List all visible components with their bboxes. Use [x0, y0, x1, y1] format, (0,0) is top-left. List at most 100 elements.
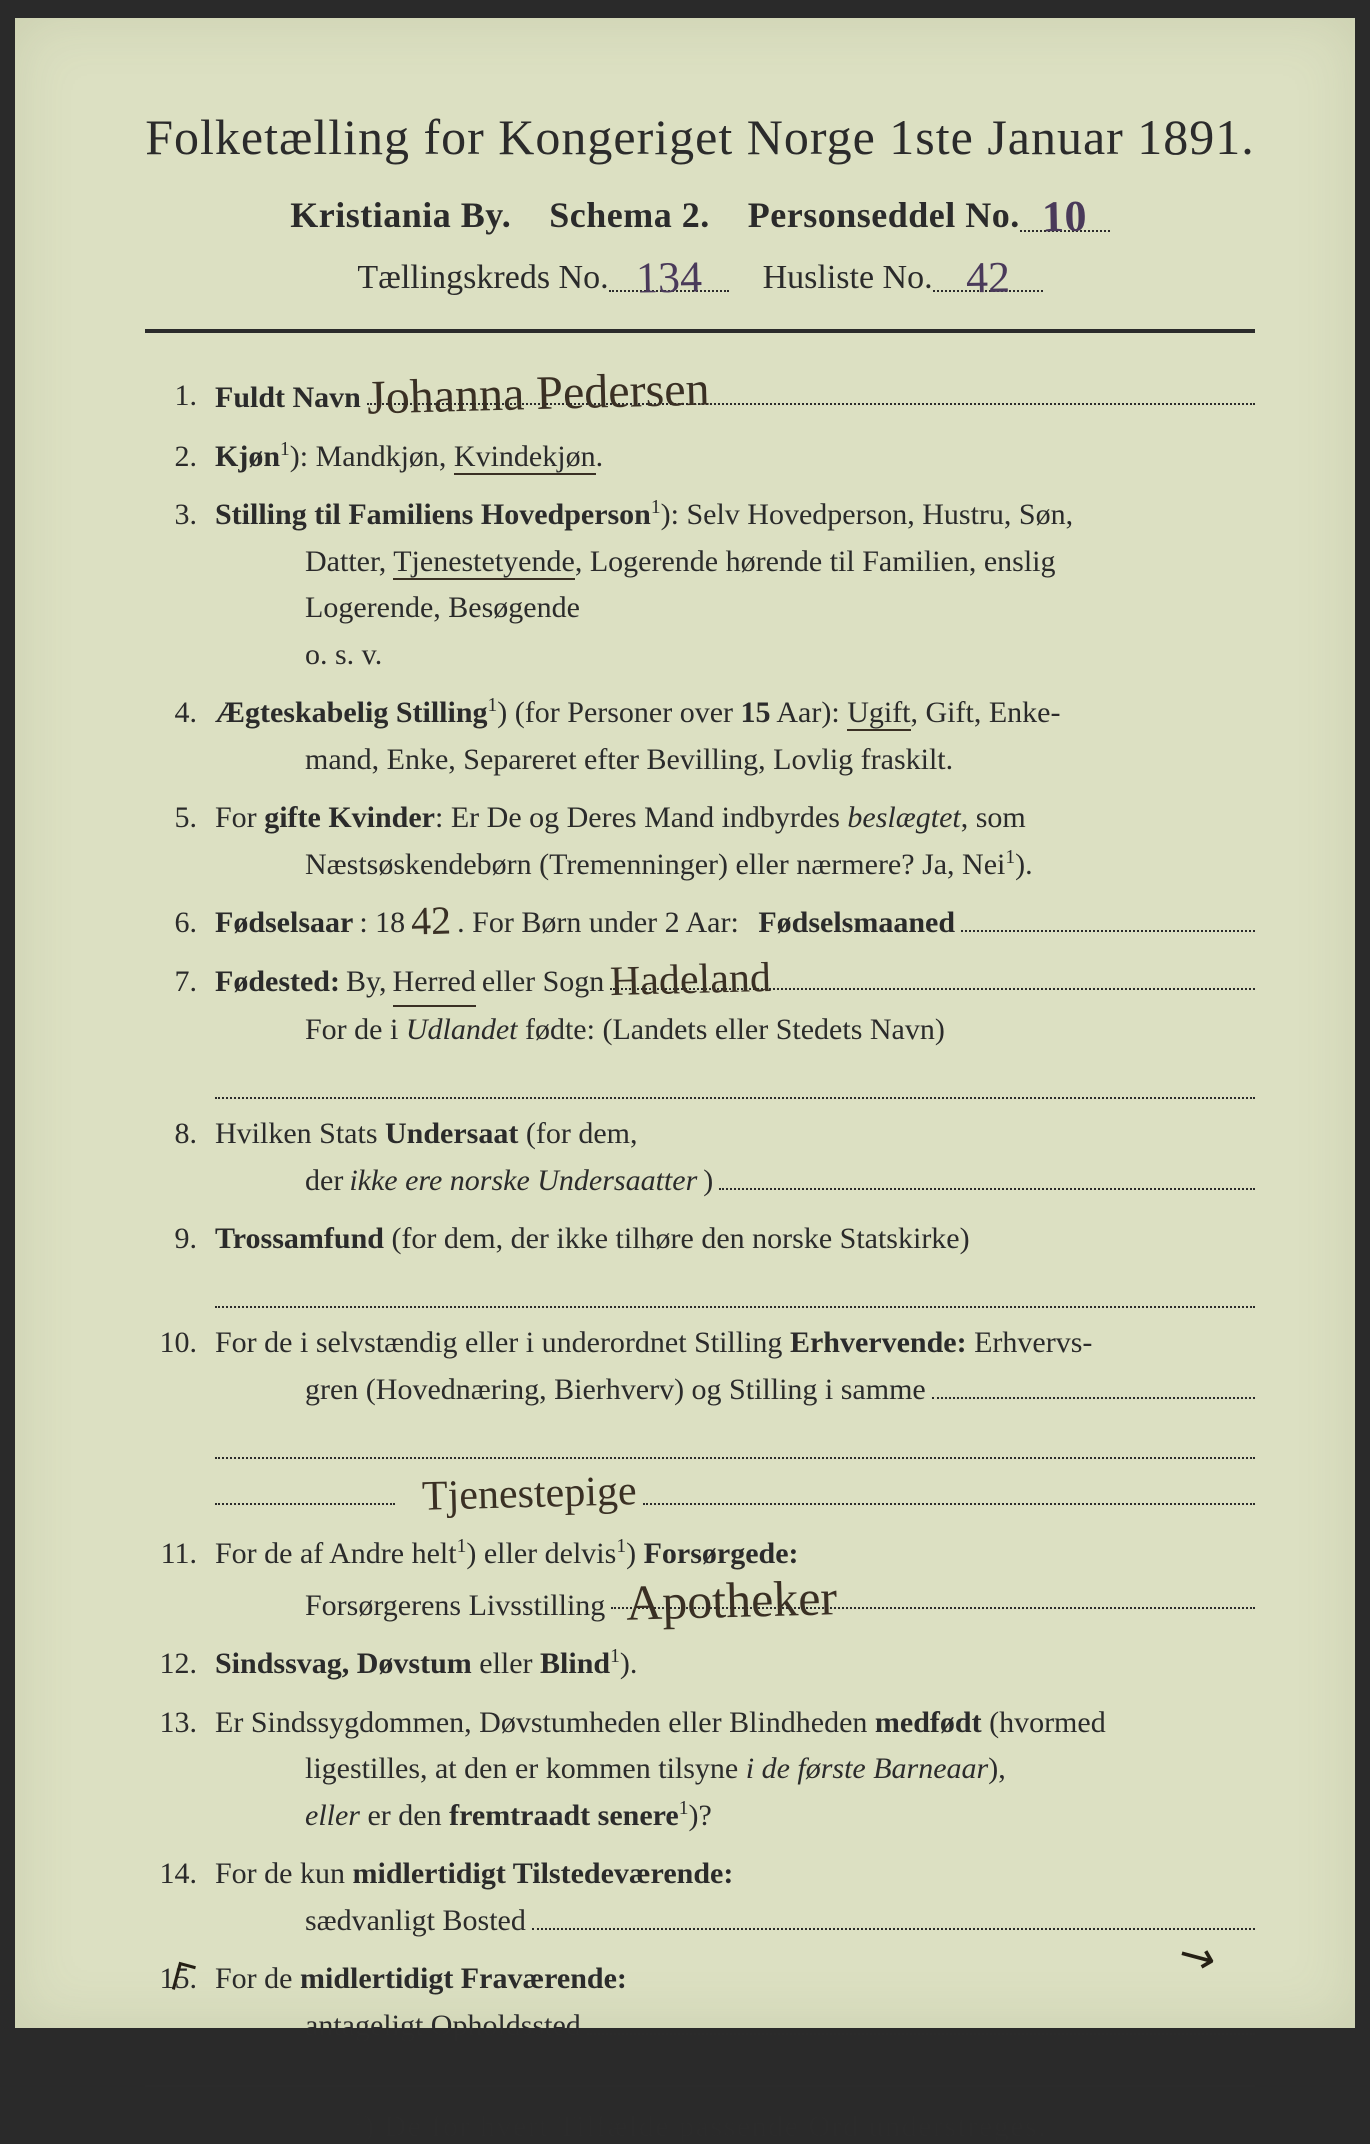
item-num: 3.	[155, 492, 215, 539]
item-1-label: Fuldt Navn	[215, 375, 361, 422]
personseddel-value: 10	[1042, 199, 1088, 235]
item-11: 11. For de af Andre helt1) eller delvis1…	[155, 1531, 1255, 1629]
item-10: 10. For de i selvstændig eller i underor…	[155, 1320, 1255, 1519]
t: mand, Enke, Separeret efter Bevilling, L…	[215, 737, 1255, 784]
t: der	[305, 1158, 343, 1205]
t: medfødt	[875, 1706, 982, 1739]
t: ): Selv Hovedperson, Hustru, Søn,	[661, 498, 1073, 531]
t: Er Sindssygdommen, Døvstumheden eller Bl…	[215, 1706, 875, 1739]
sup: 1	[616, 1536, 626, 1557]
item-10-value: Tjenestepige	[422, 1475, 637, 1514]
footnote: 1) De for hvert Tilfælde passende Ord un…	[145, 2109, 1255, 2144]
husliste-value: 42	[965, 260, 1010, 296]
t: ).	[1015, 848, 1033, 881]
form-subtitle-2: Tællingskreds No.134 Husliste No.42	[145, 256, 1255, 297]
t: For	[215, 801, 264, 834]
t: ) (for Personer over	[497, 696, 740, 729]
sup: 1	[1005, 847, 1015, 868]
item-2-selected: Kvindekjøn	[454, 440, 596, 475]
t: )?	[689, 1799, 712, 1832]
t: . For Børn under 2 Aar:	[457, 900, 739, 947]
t: eller	[472, 1647, 540, 1680]
item-7-field: Hadeland	[610, 959, 1255, 991]
sup: 1	[679, 1798, 689, 1819]
t: eller	[305, 1799, 360, 1832]
form-items: 1. Fuldt Navn Johanna Pedersen 2. Kjøn1)…	[145, 373, 1255, 2049]
census-form-page: Folketælling for Kongeriget Norge 1ste J…	[15, 18, 1355, 2028]
blank-line	[215, 1068, 1255, 1100]
t: Datter,	[305, 545, 393, 578]
item-6-field	[961, 901, 1255, 933]
sup: 1	[353, 2109, 364, 2130]
t: Blind	[540, 1647, 610, 1680]
t: Logerende, Besøgende	[215, 585, 1255, 632]
sup: 1	[280, 439, 290, 460]
t: o. s. v.	[215, 632, 1255, 679]
t: Erhvervs-	[967, 1326, 1093, 1359]
item-num: 10.	[155, 1320, 215, 1367]
item-1: 1. Fuldt Navn Johanna Pedersen	[155, 373, 1255, 422]
item-14-field	[532, 1898, 1255, 1930]
item-5: 5. For gifte Kvinder: Er De og Deres Man…	[155, 795, 1255, 888]
item-num: 13.	[155, 1700, 215, 1747]
t: midlertidigt Fraværende:	[300, 1962, 627, 1995]
footnote-text: ) De for hvert Tilfælde passende Ord und…	[364, 2110, 1047, 2143]
item-8-field	[719, 1158, 1255, 1190]
item-num: 2.	[155, 434, 215, 481]
t: Sindssvag, Døvstum	[215, 1647, 472, 1680]
divider-bottom	[145, 2085, 1255, 2087]
item-9-field	[215, 1277, 1255, 1309]
t: )	[626, 1537, 644, 1570]
t: ),	[988, 1752, 1006, 1785]
item-num: 1.	[155, 373, 215, 420]
item-4: 4. Ægteskabelig Stilling1) (for Personer…	[155, 690, 1255, 783]
t: .	[596, 440, 604, 473]
blank-line	[215, 1427, 1255, 1459]
t: midlertidigt Tilstedeværende:	[353, 1857, 734, 1890]
t: For de	[215, 1962, 300, 1995]
t: (hvormed	[982, 1706, 1106, 1739]
t: ligestilles, at den er kommen tilsyne	[305, 1752, 746, 1785]
blank-line	[932, 1367, 1255, 1399]
sup: 1	[651, 497, 661, 518]
t: 15	[741, 696, 771, 729]
t: : 18	[359, 900, 405, 947]
item-9: 9. Trossamfund (for dem, der ikke tilhør…	[155, 1216, 1255, 1308]
form-title: Folketælling for Kongeriget Norge 1ste J…	[145, 108, 1255, 166]
t: er den	[360, 1799, 449, 1832]
item-6-label2: Fødselsmaaned	[758, 900, 955, 947]
item-7-selected: Herred	[393, 959, 476, 1008]
sup: 1	[457, 1536, 467, 1557]
item-12: 12. Sindssvag, Døvstum eller Blind1).	[155, 1641, 1255, 1688]
sup: 1	[488, 695, 498, 716]
t: Undersaat	[385, 1117, 518, 1150]
item-7: 7. Fødested: By, Herred eller Sogn Hadel…	[155, 959, 1255, 1100]
t: ).	[620, 1647, 638, 1680]
form-subtitle-1: Kristiania By. Schema 2. Personseddel No…	[145, 194, 1255, 236]
t: , Logerende hørende til Familien, enslig	[575, 545, 1056, 578]
t: Forsørgerens Livsstilling	[305, 1583, 605, 1630]
personseddel-label: Personseddel No.	[748, 195, 1020, 235]
t: )	[703, 1158, 713, 1205]
t: ) eller delvis	[466, 1537, 616, 1570]
item-6-label: Fødselsaar	[215, 900, 353, 947]
item-3-selected: Tjenestetyende	[393, 545, 575, 580]
t: Aar):	[771, 696, 848, 729]
item-num: 4.	[155, 690, 215, 737]
t: : Er De og Deres Mand indbyrdes	[435, 801, 847, 834]
item-num: 9.	[155, 1216, 215, 1263]
item-num: 8.	[155, 1111, 215, 1158]
item-2: 2. Kjøn1): Mandkjøn, Kvindekjøn.	[155, 434, 1255, 481]
item-4-selected: Ugift	[847, 696, 910, 731]
t: (for dem,	[518, 1117, 637, 1150]
t: beslægtet	[847, 801, 960, 834]
t: gren (Hovednæring, Bierhverv) og Stillin…	[305, 1367, 926, 1414]
kreds-value: 134	[635, 259, 702, 295]
t: gifte Kvinder	[264, 801, 435, 834]
item-1-value: Johanna Pedersen	[366, 371, 709, 418]
item-15-field	[587, 2003, 1255, 2035]
t: , som	[961, 801, 1026, 834]
t: For de i selvstændig eller i underordnet…	[215, 1326, 790, 1359]
blank-line	[215, 1473, 395, 1505]
item-4-label: Ægteskabelig Stilling	[215, 696, 488, 729]
